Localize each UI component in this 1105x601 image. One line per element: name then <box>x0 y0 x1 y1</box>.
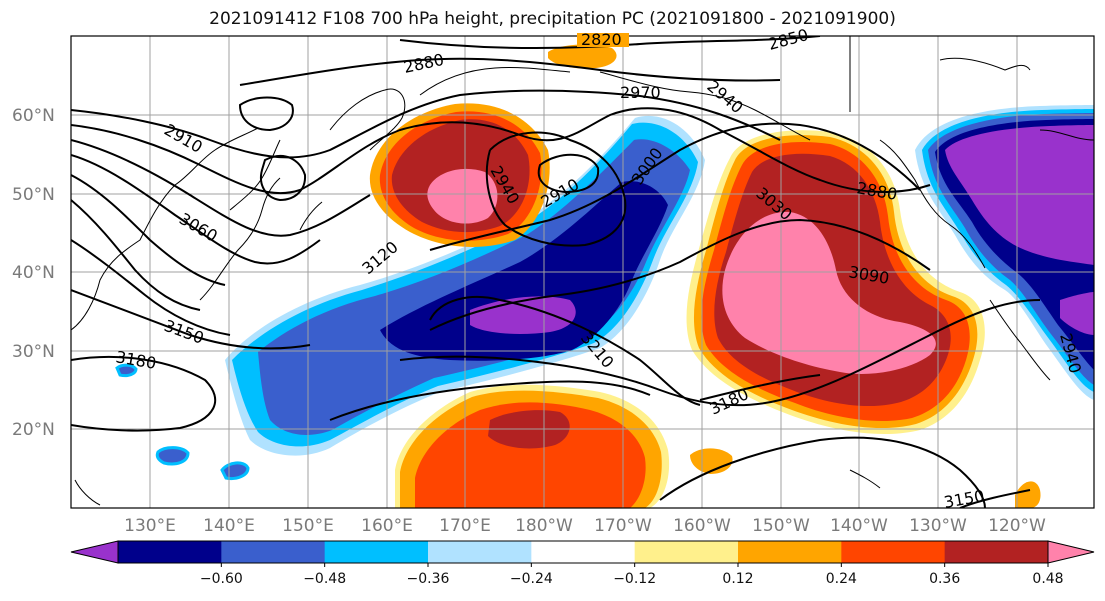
lon-label-140e: 140°E <box>203 516 255 536</box>
longitude-labels: 130°E 140°E 150°E 160°E 170°E 180°W 170°… <box>124 516 1046 536</box>
colorbar-tick-label: 0.36 <box>929 571 960 587</box>
lon-label-130e: 130°E <box>124 516 176 536</box>
colorbar-swatch <box>221 541 326 563</box>
japan-negative-patch-1 <box>115 363 138 378</box>
lon-label-130w: 130°W <box>909 516 967 536</box>
colorbar-tick-label: −0.60 <box>200 571 243 587</box>
height-contours <box>71 36 1041 508</box>
colorbar-tick-label: 0.24 <box>826 571 857 587</box>
contour-label-2970: 2970 <box>620 83 661 102</box>
negative-anomaly-darkblue <box>380 181 668 361</box>
colorbar-swatch <box>428 541 532 563</box>
lon-label-150e: 150°E <box>282 516 334 536</box>
colorbar-swatch <box>531 541 636 563</box>
nw-pacific-positive-pink <box>427 168 498 224</box>
colorbar-tick-label: −0.24 <box>510 571 553 587</box>
lat-label-20n: 20°N <box>12 420 55 440</box>
colorbar-tick-label: 0.48 <box>1032 571 1063 587</box>
colorbar-tick-label: −0.36 <box>407 571 450 587</box>
colorbar-swatch <box>944 541 1049 563</box>
colorbar-swatch <box>324 541 429 563</box>
colorbar-tick-label: −0.12 <box>613 571 656 587</box>
lon-label-170w: 170°W <box>594 516 652 536</box>
colorbar-extension-high <box>1047 540 1095 564</box>
lat-label-60n: 60°N <box>12 106 55 126</box>
west-america-negative-purple <box>945 125 1094 265</box>
map-title: 2021091412 F108 700 hPa height, precipit… <box>209 9 896 29</box>
lon-label-150w: 150°W <box>752 516 810 536</box>
colorbar-swatch <box>118 541 222 563</box>
se-positive-orange <box>1015 481 1041 508</box>
lon-label-180w: 180°W <box>515 516 573 536</box>
lon-label-170e: 170°E <box>439 516 491 536</box>
map-plot-area <box>71 36 1094 508</box>
lon-label-120w: 120°W <box>988 516 1046 536</box>
coastlines <box>71 36 1094 506</box>
lat-label-50n: 50°N <box>12 185 55 205</box>
colorbar-tick-label: −0.48 <box>303 571 346 587</box>
colorbar: −0.60 −0.48 −0.36 −0.24 −0.12 0.12 0.24 0.36 0.4… <box>70 540 1095 587</box>
colorbar-outline <box>117 540 1049 564</box>
ne-pacific-positive-pink <box>722 211 936 375</box>
lon-label-160w: 160°W <box>673 516 731 536</box>
lon-label-160e: 160°E <box>361 516 413 536</box>
japan-negative-patch-2 <box>155 446 190 466</box>
latitude-labels: 60°N 50°N 40°N 30°N 20°N <box>12 106 55 440</box>
colorbar-extension-low <box>70 540 119 564</box>
colorbar-tick-label: 0.12 <box>722 571 753 587</box>
lat-label-40n: 40°N <box>12 263 55 283</box>
west-america-negative-purple-south <box>1060 292 1094 335</box>
lat-label-30n: 30°N <box>12 342 55 362</box>
colorbar-swatch <box>634 541 739 563</box>
contour-label-2820: 2820 <box>581 30 622 49</box>
colorbar-swatch <box>738 541 842 563</box>
japan-negative-patch-3 <box>220 461 250 480</box>
bering-positive-orange <box>548 44 617 69</box>
lon-label-140w: 140°W <box>830 516 888 536</box>
colorbar-swatch <box>841 541 946 563</box>
